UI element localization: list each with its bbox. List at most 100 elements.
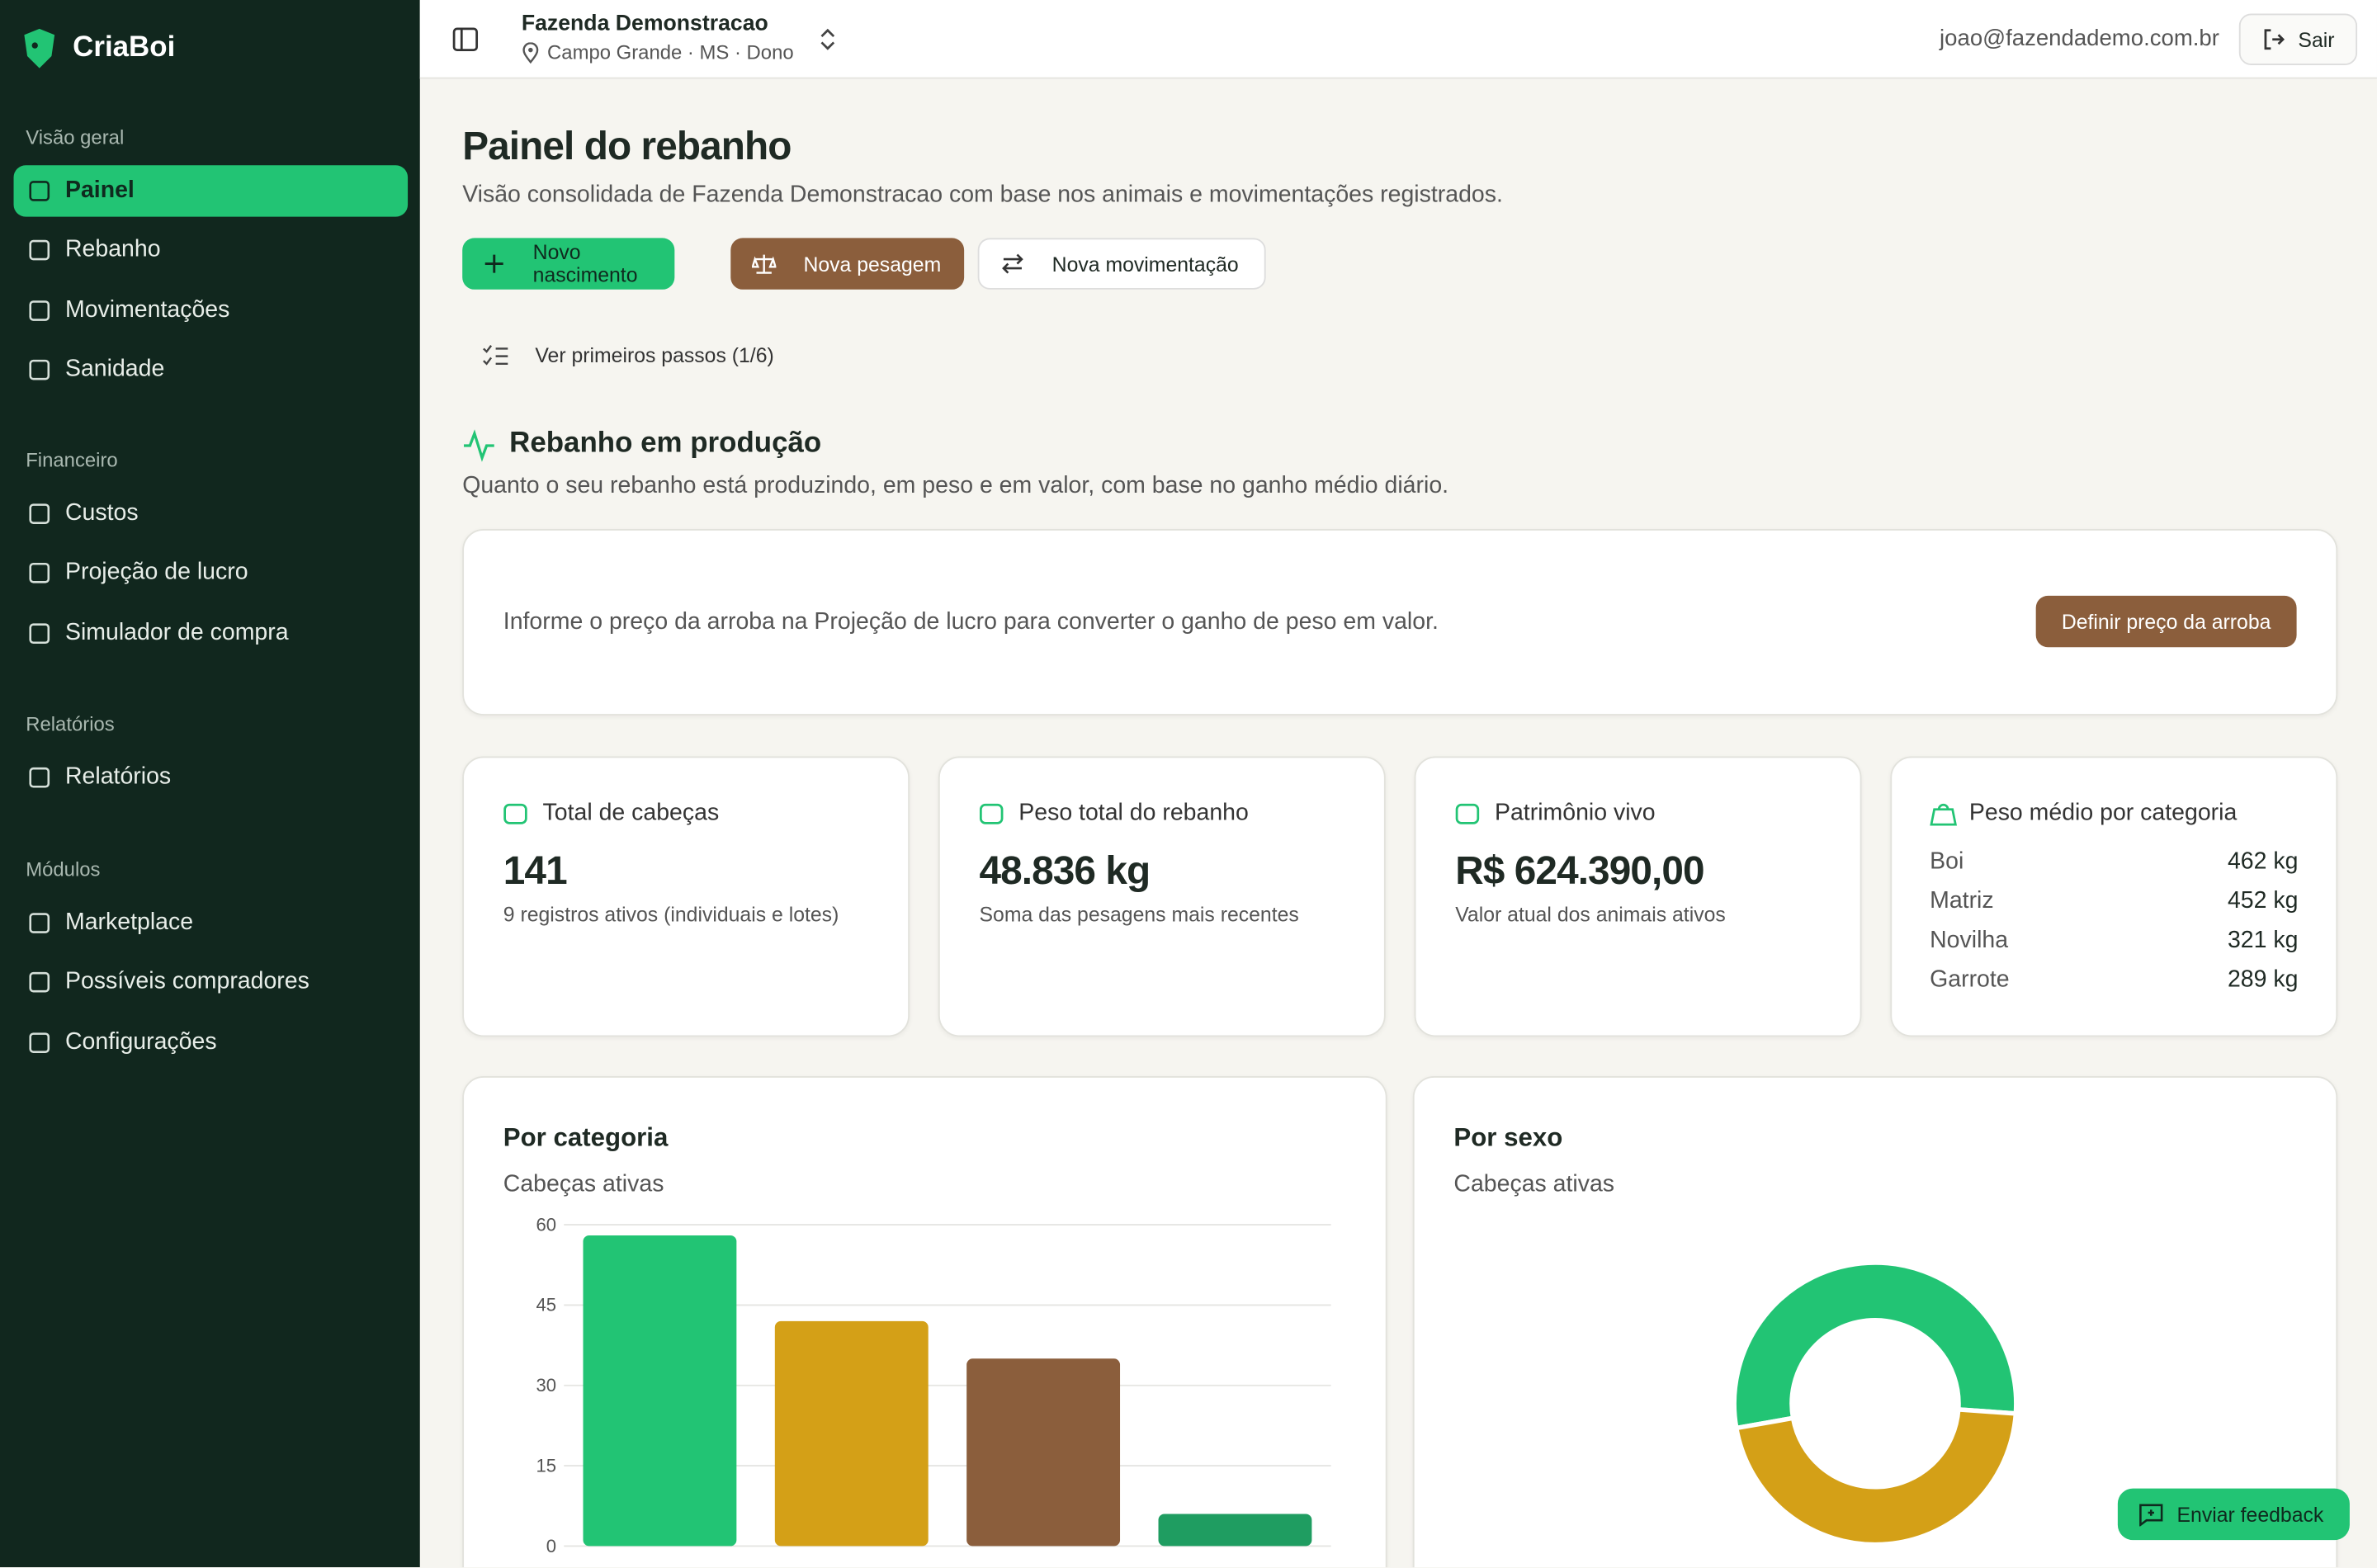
weight-value: 462 kg [2227,848,2299,875]
page-subtitle: Visão consolidada de Fazenda Demonstraca… [462,182,1503,208]
logout-label: Sair [2298,27,2335,51]
feedback-label: Enviar feedback [2176,1503,2324,1526]
price-button[interactable]: Definir preço da arroba [2035,595,2297,648]
stat-value: 141 [503,847,568,893]
nav-icon [29,300,50,321]
nav-icon-shape [29,181,50,201]
stat-card: Peso total do rebanho 48.836 kg Soma das p… [938,756,1386,1037]
y-tick-label: 15 [536,1455,557,1476]
nav-label: Movimentações [64,296,230,323]
chart-subtitle: Cabeças ativas [503,1171,664,1197]
nav-item[interactable]: Relatórios [14,752,409,803]
stat-card: Patrimônio vivo R$ 624.390,00 Valor atual … [1414,756,1862,1037]
nav-section-title: Módulos [26,857,101,881]
y-tick-label: 45 [536,1295,557,1315]
y-tick-label: 60 [536,1214,557,1235]
pie-slice [1732,1260,2019,1431]
stat-icon-shape [503,803,527,824]
action-button[interactable]: Novo nascimento [462,238,675,290]
stat-icon-shape [1455,803,1480,824]
weight-value: 452 kg [2227,888,2299,914]
scale-icon [752,254,777,274]
steps-link[interactable]: Ver primeiros passos (1/6) [535,343,774,367]
stat-icon [979,803,1004,824]
nav-icon [29,240,50,261]
y-tick-label: 0 [546,1536,556,1556]
stat-label: Patrimônio vivo [1494,800,1656,827]
nav-icon [29,767,50,788]
section-subtitle: Quanto o seu rebanho está produzindo, em… [462,473,1449,499]
nav-item[interactable]: Projeção de lucro [14,548,409,599]
nav-label: Painel [64,177,135,204]
nav-icon [29,359,50,380]
stat-note: 9 registros ativos (individuais e lotes) [503,903,839,927]
nav-section-title: Visão geral [26,125,125,149]
nav-icon [29,1032,50,1053]
chart-subtitle: Cabeças ativas [1453,1171,1615,1197]
y-tick-label: 30 [536,1375,557,1396]
action-button[interactable]: Nova pesagem [730,238,965,290]
weights-title: Peso médio por categoria [1968,800,2238,827]
transfer-icon [1002,253,1023,274]
price-label: Definir preço da arroba [2061,610,2271,633]
action-label: Novo nascimento [532,241,638,287]
nav-item[interactable]: Simulador de compra [14,607,409,659]
stat-note: Valor atual dos animais ativos [1455,903,1726,927]
farm-location: Campo Grande · MS · Dono [547,40,794,64]
nav-label: Custos [64,500,139,527]
nav-item[interactable]: Configurações [14,1017,409,1068]
nav-icon-shape [29,563,50,584]
pulse-icon [464,429,494,462]
nav-label: Marketplace [64,909,194,936]
nav-section-title: Relatórios [26,712,115,735]
nav-item[interactable]: Sanidade [14,344,409,395]
nav-label: Possíveis compradores [64,969,310,995]
page-title: Painel do rebanho [462,122,792,168]
nav-item[interactable]: Custos [14,488,409,539]
nav-icon-shape [29,622,50,644]
feedback-button[interactable]: Enviar feedback [2117,1488,2350,1541]
nav-icon-shape [29,359,50,380]
notice-text: Informe o preço da arroba na Projeção de… [503,609,1439,635]
chart-title: Por sexo [1453,1122,1563,1152]
nav-item[interactable]: Possíveis compradores [14,957,409,1008]
nav-item[interactable]: Marketplace [14,897,409,948]
nav-label: Rebanho [64,237,161,263]
farm-name[interactable]: Fazenda Demonstracao [521,12,768,37]
user-email: joao@fazendademo.com.br [1940,26,2219,52]
pin-icon [522,42,539,64]
chart-title: Por categoria [503,1122,669,1152]
nav-label: Configurações [64,1028,217,1055]
steps-icon [483,345,508,366]
action-label: Nova pesagem [803,252,942,276]
weight-category: Novilha [1930,928,2009,954]
pie-slice [1733,1406,2019,1547]
section-title: Rebanho em produção [509,427,822,460]
nav-icon-shape [29,240,50,261]
nav-icon [29,913,50,933]
weight-icon [1930,803,1958,826]
switch-icon[interactable] [817,26,839,53]
weights-card: Peso médio por categoria Boi 462 kg Matriz… [1890,756,2338,1037]
nav-label: Relatórios [64,763,172,790]
logout-button[interactable]: Sair [2238,13,2358,65]
stat-value: R$ 624.390,00 [1455,847,1704,893]
sidebar: CriaBoi Visão geral Painel Rebanho Moviment… [0,0,420,1568]
nav-label: Simulador de compra [64,619,289,645]
nav-icon-shape [29,767,50,788]
weight-value: 321 kg [2227,928,2299,954]
stat-card: Total de cabeças 141 9 registros ativos (i… [462,756,910,1037]
nav-icon-shape [29,972,50,994]
nav-item[interactable]: Movimentações [14,285,409,336]
sidebar-toggle[interactable] [451,26,479,53]
action-button[interactable]: Nova movimentação [977,238,1266,290]
nav-icon-shape [29,300,50,321]
nav-icon-shape [29,1032,50,1053]
plus-icon [484,254,503,273]
weight-category: Garrote [1930,966,2010,994]
nav-item[interactable]: Painel [13,165,409,217]
nav-item[interactable]: Rebanho [14,224,409,276]
